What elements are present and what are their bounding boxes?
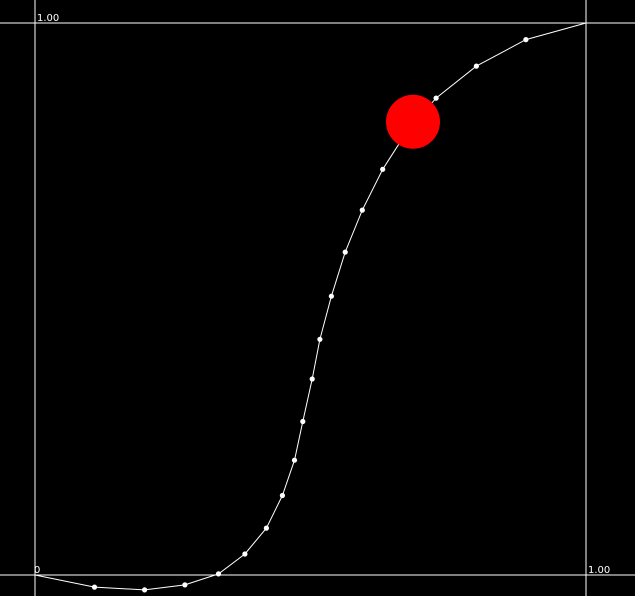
curve-points[interactable] <box>91 37 529 593</box>
curve-point[interactable] <box>433 95 439 101</box>
curve-point[interactable] <box>142 587 148 593</box>
curve-point[interactable] <box>182 582 188 588</box>
curve-point[interactable] <box>328 293 334 299</box>
curve-point[interactable] <box>263 525 269 531</box>
curve-point[interactable] <box>523 37 529 43</box>
curve-point[interactable] <box>380 166 386 172</box>
curve-point[interactable] <box>279 492 285 499</box>
curve-point[interactable] <box>215 571 222 577</box>
curve-point[interactable] <box>91 584 98 590</box>
playhead-marker[interactable] <box>386 94 440 149</box>
curve-point[interactable] <box>473 63 479 69</box>
y-axis-max-label: 1.00 <box>37 13 60 24</box>
curve-point[interactable] <box>291 457 298 463</box>
curve-point[interactable] <box>300 418 306 425</box>
curve-point[interactable] <box>309 376 315 382</box>
curve-point[interactable] <box>242 551 248 557</box>
curve-point[interactable] <box>317 336 323 342</box>
x-axis-max-label: 1.00 <box>588 565 611 576</box>
curve-point[interactable] <box>359 207 365 213</box>
origin-label: 0 <box>34 565 41 576</box>
curve-line <box>34 22 587 591</box>
curve-point[interactable] <box>342 249 348 255</box>
